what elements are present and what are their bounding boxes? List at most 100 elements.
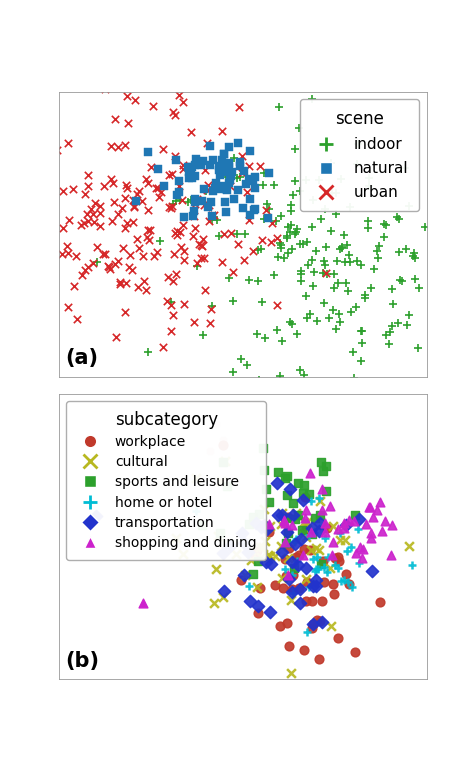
Point (336, 316, 343, 328)
Point (201, 253, 208, 265)
Point (165, 201, 173, 213)
Point (123, 217, 130, 229)
Point (322, 162, 330, 174)
Point (328, 620, 335, 633)
Point (277, 210, 285, 222)
Point (101, 247, 109, 259)
Point (122, 179, 129, 191)
Point (94, 256, 101, 269)
Point (307, 544, 314, 556)
Point (292, 533, 300, 546)
Point (358, 552, 366, 564)
Point (405, 539, 413, 552)
Point (129, 215, 137, 227)
Point (343, 240, 351, 252)
Point (152, 182, 159, 195)
Point (302, 175, 310, 187)
Point (328, 157, 335, 169)
Point (212, 177, 220, 189)
Point (301, 513, 309, 525)
Point (200, 155, 207, 167)
Point (119, 242, 127, 254)
Point (320, 255, 328, 267)
Point (395, 213, 403, 225)
Point (315, 174, 322, 186)
Point (146, 224, 154, 237)
Point (169, 309, 176, 321)
Point (91, 196, 99, 208)
Point (181, 245, 188, 257)
Point (336, 527, 344, 539)
Point (289, 497, 297, 509)
Point (260, 394, 267, 406)
Point (172, 154, 180, 166)
Point (301, 491, 309, 504)
Point (179, 548, 187, 560)
Point (321, 259, 329, 271)
Point (334, 562, 342, 574)
Point (291, 562, 298, 574)
Point (101, 82, 109, 95)
Point (173, 188, 181, 201)
Point (155, 182, 162, 195)
Point (223, 206, 230, 218)
Point (356, 513, 363, 525)
Point (192, 153, 200, 166)
Point (283, 570, 290, 582)
Point (316, 525, 323, 537)
Point (350, 514, 357, 526)
Point (368, 532, 375, 544)
Point (365, 215, 372, 227)
Point (316, 615, 323, 627)
Point (229, 365, 237, 378)
Point (285, 573, 292, 585)
Point (303, 237, 311, 249)
Point (347, 306, 355, 318)
Point (293, 223, 301, 235)
Point (317, 494, 324, 507)
Point (66, 214, 73, 226)
Point (198, 240, 206, 253)
Point (337, 172, 345, 185)
Point (124, 117, 131, 129)
Point (316, 509, 324, 521)
Point (198, 520, 206, 532)
Point (159, 341, 166, 353)
Point (171, 150, 179, 163)
Point (127, 249, 134, 261)
Point (329, 536, 337, 549)
Point (289, 568, 296, 581)
Point (247, 543, 255, 555)
Point (409, 559, 416, 571)
Point (319, 555, 327, 567)
Point (351, 509, 359, 521)
Point (246, 144, 254, 156)
Point (336, 243, 344, 255)
Point (192, 504, 200, 517)
Point (136, 185, 143, 197)
Point (107, 173, 115, 185)
Point (310, 527, 318, 539)
Point (246, 594, 254, 607)
Point (227, 540, 234, 552)
Point (251, 182, 259, 195)
Point (227, 227, 235, 240)
Point (387, 326, 394, 338)
Point (219, 546, 227, 559)
Point (179, 159, 187, 171)
Point (130, 200, 138, 212)
Point (333, 323, 340, 335)
Point (236, 160, 243, 172)
Point (324, 551, 331, 563)
Point (302, 562, 310, 574)
Point (284, 569, 292, 581)
Point (279, 582, 287, 594)
Point (193, 193, 201, 205)
Point (259, 443, 267, 455)
Point (144, 224, 152, 236)
Point (390, 298, 397, 310)
Point (284, 527, 292, 539)
Point (312, 575, 319, 587)
Point (188, 169, 195, 181)
Point (290, 588, 297, 600)
